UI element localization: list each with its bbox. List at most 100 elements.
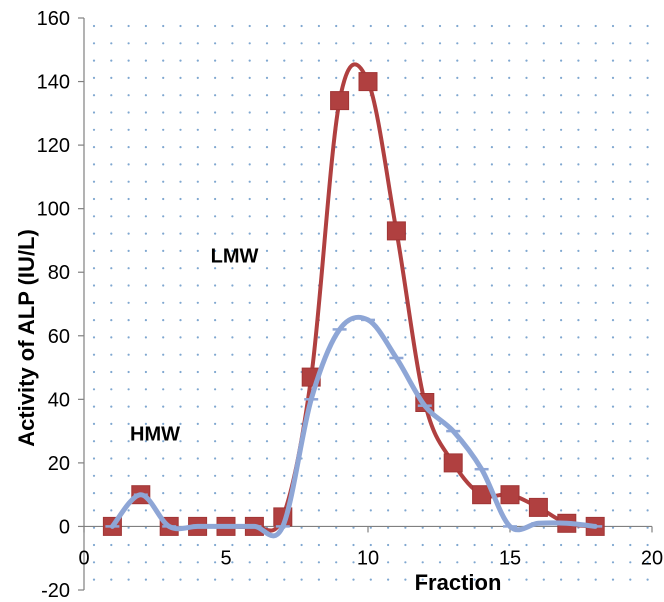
grid-dot <box>196 232 199 235</box>
grid-dot <box>490 457 493 460</box>
grid-dot <box>525 249 528 252</box>
grid-dot <box>144 474 147 477</box>
grid-dot <box>196 197 199 201</box>
grid-dot <box>456 422 459 425</box>
grid-dot <box>127 457 130 460</box>
grid-dot <box>179 319 182 322</box>
grid-dot <box>525 440 528 443</box>
grid-dot <box>542 474 545 477</box>
grid-dot <box>542 76 545 79</box>
grid-dot <box>611 319 615 322</box>
grid-dot <box>577 180 580 183</box>
grid-dot <box>283 42 286 45</box>
grid-dot <box>629 474 632 477</box>
grid-dot <box>317 24 320 28</box>
grid-dot <box>265 457 269 460</box>
grid-dot <box>352 370 355 374</box>
grid-dot <box>490 578 493 581</box>
grid-dot <box>629 353 632 356</box>
grid-dot <box>248 370 251 374</box>
grid-dot <box>387 422 390 425</box>
grid-dot <box>352 301 355 304</box>
grid-dot <box>525 457 528 460</box>
grid-dot <box>542 388 545 391</box>
grid-dot <box>352 180 355 183</box>
grid-dot <box>421 215 424 218</box>
grid-dot <box>438 215 442 218</box>
grid-dot <box>369 492 372 495</box>
grid-dot <box>629 319 632 322</box>
grid-dot <box>490 180 493 183</box>
grid-dot <box>404 561 407 564</box>
grid-dot <box>265 163 269 166</box>
grid-dot <box>196 578 199 581</box>
grid-dot <box>369 284 372 287</box>
grid-dot <box>300 474 303 477</box>
grid-dot <box>214 284 217 287</box>
grid-dot <box>265 301 269 304</box>
grid-dot <box>265 284 269 287</box>
grid-dot <box>92 267 96 270</box>
grid-dot <box>335 215 338 218</box>
grid-dot <box>300 111 303 114</box>
grid-dot <box>127 405 130 408</box>
grid-dot <box>110 440 113 443</box>
grid-dot <box>283 128 286 131</box>
grid-dot <box>283 284 286 287</box>
grid-dot <box>110 370 113 374</box>
grid-dot <box>629 267 632 270</box>
grid-dot <box>110 180 113 183</box>
grid-dot <box>594 301 597 304</box>
grid-dot <box>525 111 528 114</box>
grid-dot <box>110 301 113 304</box>
grid-dot <box>265 146 269 149</box>
grid-dot <box>283 111 286 114</box>
grid-dot <box>335 197 338 201</box>
grid-dot <box>214 163 217 166</box>
grid-dot <box>231 492 234 495</box>
grid-dot <box>352 163 355 166</box>
grid-dot <box>335 232 338 235</box>
grid-dot <box>404 24 407 28</box>
grid-dot <box>248 24 251 28</box>
grid-dot <box>317 163 320 166</box>
grid-dot <box>92 42 96 45</box>
grid-dot <box>317 440 320 443</box>
grid-dot <box>317 215 320 218</box>
grid-dot <box>421 319 424 322</box>
grid-dot <box>127 526 130 529</box>
grid-dot <box>404 146 407 149</box>
grid-dot <box>300 509 303 512</box>
grid-dot <box>473 128 476 131</box>
grid-dot <box>421 526 424 529</box>
grid-dot <box>560 197 563 201</box>
grid-dot <box>248 197 251 201</box>
grid-dot <box>335 388 338 391</box>
grid-dot <box>352 232 355 235</box>
grid-dot <box>473 232 476 235</box>
grid-dot <box>335 561 338 564</box>
grid-dot <box>92 146 96 149</box>
grid-dot <box>542 422 545 425</box>
grid-dot <box>577 59 580 62</box>
grid-dot <box>162 215 165 218</box>
grid-dot <box>352 76 355 79</box>
grid-dot <box>456 353 459 356</box>
grid-dot <box>456 24 459 28</box>
grid-dot <box>231 267 234 270</box>
grid-dot <box>542 42 545 45</box>
grid-dot <box>646 163 649 166</box>
grid-dot <box>196 388 199 391</box>
grid-dot <box>179 509 182 512</box>
grid-dot <box>629 111 632 114</box>
grid-dot <box>508 146 511 149</box>
dotted-grid <box>92 24 649 581</box>
grid-dot <box>577 353 580 356</box>
grid-dot <box>369 24 372 28</box>
grid-dot <box>92 128 96 131</box>
grid-dot <box>214 197 217 201</box>
y-tick-label: 0 <box>59 516 70 538</box>
grid-dot <box>542 526 545 529</box>
grid-dot <box>196 163 199 166</box>
grid-dot <box>404 249 407 252</box>
